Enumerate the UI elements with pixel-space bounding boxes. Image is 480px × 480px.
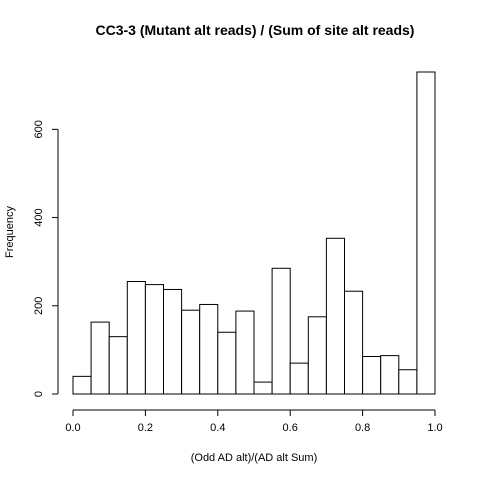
histogram-bar: [126, 281, 146, 395]
y-tick-label: 600: [33, 120, 45, 138]
histogram-bar: [344, 290, 364, 395]
histogram-bar: [416, 71, 436, 395]
histogram-bar: [144, 284, 164, 395]
histogram-bar: [380, 355, 400, 395]
x-tick-label: 0.6: [283, 422, 298, 434]
histogram-bar: [235, 310, 255, 395]
histogram-bar: [325, 237, 345, 395]
histogram-bar: [307, 316, 327, 395]
bars-group: [72, 71, 436, 395]
x-tick-label: 0.0: [65, 422, 80, 434]
histogram-bar: [108, 336, 128, 395]
y-axis-label: Frequency: [4, 206, 16, 258]
chart-title: CC3-3 (Mutant alt reads) / (Sum of site …: [96, 22, 415, 38]
histogram-bar: [163, 288, 183, 395]
x-axis-label: (Odd AD alt)/(AD alt Sum): [191, 452, 318, 464]
y-tick-label: 400: [33, 208, 45, 226]
x-tick-label: 1.0: [427, 422, 442, 434]
histogram-bar: [72, 375, 92, 395]
x-tick-label: 0.2: [138, 422, 153, 434]
histogram-bar: [289, 362, 309, 395]
y-tick-label: 200: [33, 297, 45, 315]
y-axis: 0 200 400 600: [33, 120, 59, 397]
histogram-bar: [217, 331, 237, 395]
histogram-bar: [271, 267, 291, 395]
histogram-bar: [90, 321, 110, 395]
histogram-bar: [253, 381, 273, 395]
histogram-bar: [362, 356, 382, 395]
histogram-bar: [398, 369, 418, 395]
x-axis: 0.0 0.2 0.4 0.6 0.8 1.0: [65, 409, 443, 434]
x-tick-label: 0.4: [210, 422, 225, 434]
histogram-bar: [181, 309, 201, 395]
histogram-bar: [199, 303, 219, 395]
x-tick-label: 0.8: [355, 422, 370, 434]
y-tick-label: 0: [33, 391, 45, 397]
